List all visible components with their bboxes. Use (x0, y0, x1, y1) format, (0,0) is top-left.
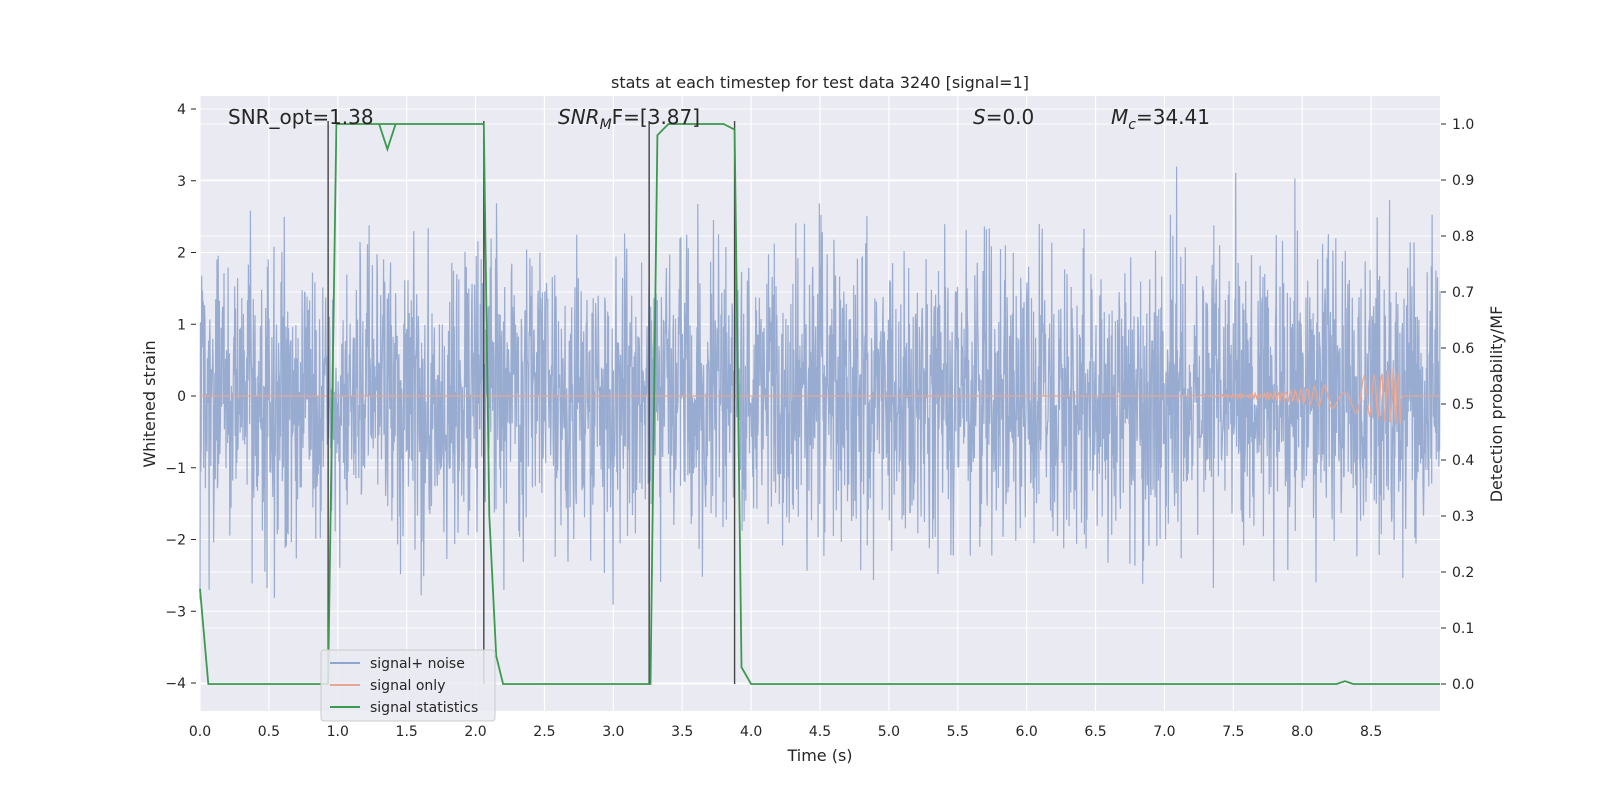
y-left-tick-label: −4 (165, 676, 186, 692)
y-right-tick-label: 1.0 (1452, 117, 1474, 133)
y-left-tick-label: 4 (177, 102, 186, 118)
y-axis-left-label: Whitened strain (140, 340, 159, 467)
x-axis-label: Time (s) (786, 746, 852, 765)
y-right-tick-label: 0.6 (1452, 341, 1474, 357)
signal-statistics-series (199, 123, 1440, 685)
signal-statistics-line (199, 123, 1440, 685)
snr-mf-base: SNR (558, 105, 600, 129)
x-tick-label: 2.5 (533, 724, 555, 740)
snr-mf-sub: M (600, 117, 612, 133)
y-right-tick-label: 0.4 (1452, 453, 1474, 469)
x-tick-label: 4.5 (809, 724, 831, 740)
x-tick-label: 4.0 (740, 724, 762, 740)
x-tick-label: 1.0 (327, 724, 349, 740)
y-axis-right-label: Detection probability/MF (1487, 306, 1506, 503)
y-right-tick-label: 0.2 (1452, 565, 1474, 581)
x-tick-label: 3.5 (671, 724, 693, 740)
annotation-mc: Mc=34.41 (1111, 105, 1210, 133)
x-tick-label: 5.0 (878, 724, 900, 740)
s-tail: =0.0 (986, 105, 1035, 129)
y-right-tick-label: 0.0 (1452, 677, 1474, 693)
y-right-tick-label: 0.5 (1452, 397, 1474, 413)
y-right-tick-label: 0.1 (1452, 621, 1474, 637)
x-tick-label: 2.0 (464, 724, 486, 740)
x-tick-label: 6.0 (1016, 724, 1038, 740)
y-left-tick-label: 1 (177, 317, 186, 333)
legend-label-stats: signal statistics (370, 700, 478, 716)
x-tick-label: 6.5 (1084, 724, 1106, 740)
tick-labels: 0.0 0.5 1.0 1.5 2.0 2.5 3.0 3.5 4.0 4.5 5.0 5.5 6.0 6… (165, 102, 1474, 740)
x-tick-label: 0.5 (258, 724, 280, 740)
mc-tail: =34.41 (1136, 105, 1210, 129)
y-left-tick-label: −2 (165, 533, 186, 549)
x-tick-label: 1.5 (396, 724, 418, 740)
y-left-tick-label: −1 (165, 461, 186, 477)
y-left-tick-label: −3 (165, 604, 186, 620)
y-right-tick-label: 0.9 (1452, 173, 1474, 189)
y-right-tick-label: 0.7 (1452, 285, 1474, 301)
signal-only-series (200, 367, 1440, 425)
annotation-s: S=0.0 (973, 105, 1034, 129)
noise-line (199, 166, 1441, 605)
legend-box (320, 649, 496, 722)
y-left-tick-label: 2 (177, 246, 186, 262)
legend-label-noise: signal+ noise (370, 656, 465, 672)
snr-mf-tail: F=[3.87] (612, 105, 700, 129)
signal-only-line (200, 367, 1440, 425)
y-right-tick-label: 0.8 (1452, 229, 1474, 245)
x-tick-label: 5.5 (947, 724, 969, 740)
chart-title: stats at each timestep for test data 324… (611, 73, 1029, 92)
y-left-tick-label: 0 (177, 389, 186, 405)
legend-label-signal: signal only (370, 678, 445, 694)
x-tick-label: 8.0 (1291, 724, 1313, 740)
mc-sub: c (1128, 117, 1136, 133)
s-var: S (973, 105, 986, 129)
x-tick-label: 8.5 (1360, 724, 1382, 740)
y-right-tick-label: 0.3 (1452, 509, 1474, 525)
vertical-markers (327, 121, 736, 684)
x-tick-label: 0.0 (189, 724, 211, 740)
annotation-snr-opt: SNR_opt=1.38 (228, 105, 374, 129)
mc-base: M (1111, 105, 1128, 129)
legend: signal+ noise signal only signal statist… (320, 649, 496, 722)
x-tick-label: 7.5 (1222, 724, 1244, 740)
signal-noise-series (199, 166, 1441, 605)
y-left-tick-label: 3 (177, 174, 186, 190)
x-tick-label: 7.0 (1153, 724, 1175, 740)
annotation-snr-mf: SNRMF=[3.87] (558, 105, 700, 133)
x-tick-label: 3.0 (602, 724, 624, 740)
